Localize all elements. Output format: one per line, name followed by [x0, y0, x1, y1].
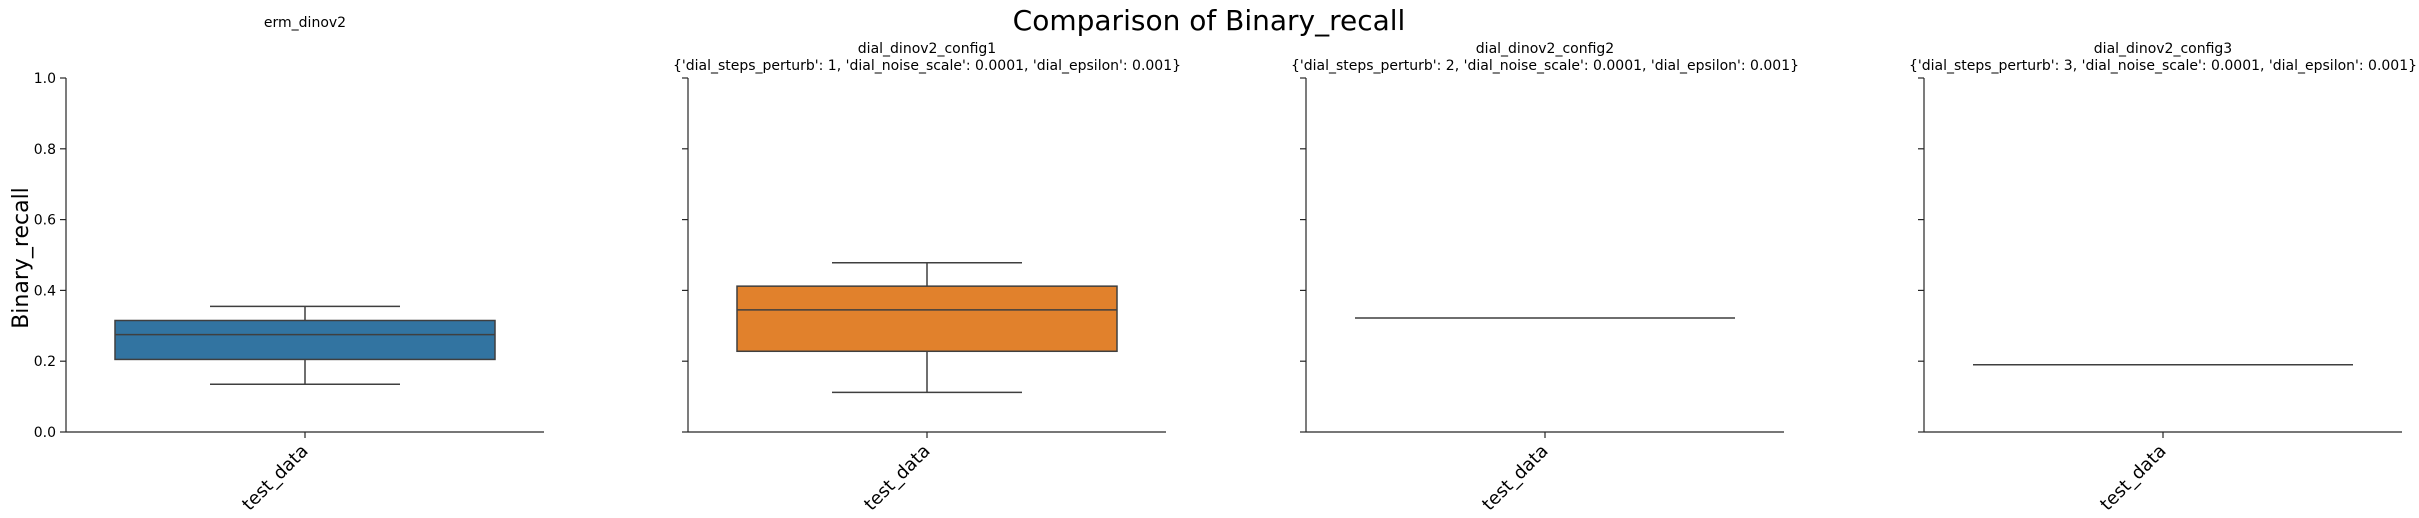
panel-title: erm_dinov2: [264, 15, 346, 31]
panel-title: dial_dinov2_config2: [1476, 41, 1614, 57]
panel-subtitle: {'dial_steps_perturb': 3, 'dial_noise_sc…: [1909, 58, 2417, 74]
x-tick-label: test_data: [860, 441, 934, 515]
figure-title: Comparison of Binary_recall: [1013, 4, 1406, 37]
x-tick-label: test_data: [1478, 441, 1552, 515]
box: [114, 319, 496, 361]
y-axis-label: Binary_recall: [9, 187, 34, 329]
panel-1: erm_dinov2 0.0 0.2 0.4 0.6 0.8 1.0 test_data: [34, 15, 544, 515]
panel-subtitle: {'dial_steps_perturb': 1, 'dial_noise_sc…: [673, 58, 1181, 74]
y-tick-label: 1.0: [34, 71, 56, 87]
panel-title: dial_dinov2_config1: [858, 41, 996, 57]
y-tick-label: 0.4: [34, 283, 56, 299]
panel-subtitle: {'dial_steps_perturb': 2, 'dial_noise_sc…: [1291, 58, 1799, 74]
box: [736, 285, 1118, 353]
y-tick-label: 0.0: [34, 425, 56, 441]
x-tick-label: test_data: [238, 441, 312, 515]
panel-title: dial_dinov2_config3: [2094, 41, 2232, 57]
panel-3: dial_dinov2_config2{'dial_steps_perturb'…: [1291, 41, 1799, 515]
panel-4: dial_dinov2_config3{'dial_steps_perturb'…: [1909, 41, 2417, 515]
y-tick-label: 0.8: [34, 142, 56, 158]
y-tick-label: 0.2: [34, 354, 56, 370]
panel-2: dial_dinov2_config1{'dial_steps_perturb'…: [673, 41, 1181, 515]
y-tick-label: 0.6: [34, 213, 56, 229]
x-tick-label: test_data: [2096, 441, 2170, 515]
